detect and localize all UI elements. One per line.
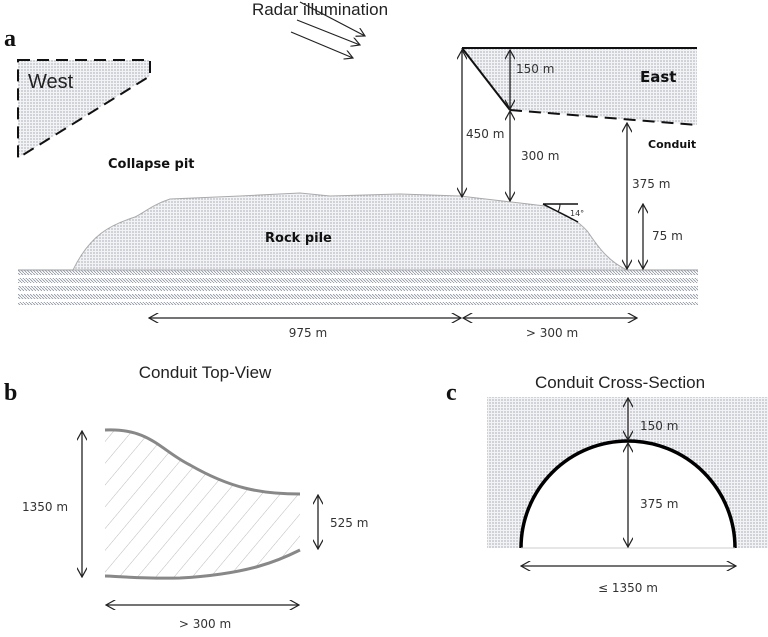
- panel-b-letter: b: [4, 380, 17, 406]
- radar-arrows-icon: [290, 1, 365, 58]
- ground-layer: [18, 286, 698, 291]
- rock-pile-label: Rock pile: [265, 231, 332, 246]
- dim-300-label: 300 m: [521, 149, 559, 163]
- conduit-roof: [509, 109, 698, 126]
- ground-layer: [18, 278, 698, 283]
- ground-layer: [18, 294, 698, 299]
- ground-layers: [18, 270, 698, 275]
- east-slope-edge: [461, 47, 511, 111]
- dim-300b-label: > 300 m: [526, 326, 578, 340]
- dim-1350-label: ≤ 1350 m: [598, 581, 658, 595]
- east-label: East: [640, 68, 676, 86]
- conduit-edge-top: [104, 428, 301, 496]
- panel-b-title: Conduit Top-View: [139, 363, 272, 382]
- dim-975-label: 975 m: [289, 326, 327, 340]
- collapse-pit-label: Collapse pit: [108, 157, 195, 172]
- rock-pile: [72, 192, 628, 271]
- panel-c-title: Conduit Cross-Section: [535, 373, 705, 392]
- conduit-top-view-shape: [105, 429, 300, 579]
- ground-layer: [18, 302, 698, 305]
- slope-angle-label: 14°: [570, 209, 584, 218]
- conduit-edge-bottom: [104, 548, 301, 580]
- dim-450-label: 450 m: [466, 127, 504, 141]
- dim-300-label: > 300 m: [179, 617, 231, 631]
- west-block: [17, 59, 151, 160]
- west-label: West: [28, 71, 74, 93]
- dim-375-label: 375 m: [640, 497, 678, 511]
- dim-375-label: 375 m: [632, 177, 670, 191]
- panel-c-letter: c: [446, 380, 457, 406]
- dim-525-label: 525 m: [330, 516, 368, 530]
- dim-75-label: 75 m: [652, 229, 683, 243]
- conduit-label: Conduit: [648, 138, 696, 151]
- panel-a-letter: a: [4, 26, 16, 52]
- radar-label: Radar illumination: [252, 0, 388, 19]
- dim-150-label: 150 m: [516, 62, 554, 76]
- dim-1350-label: 1350 m: [22, 500, 68, 514]
- slope-angle-marker: [542, 203, 579, 223]
- east-block: [462, 48, 697, 125]
- conduit-arch: [519, 439, 737, 549]
- dim-150-label: 150 m: [640, 419, 678, 433]
